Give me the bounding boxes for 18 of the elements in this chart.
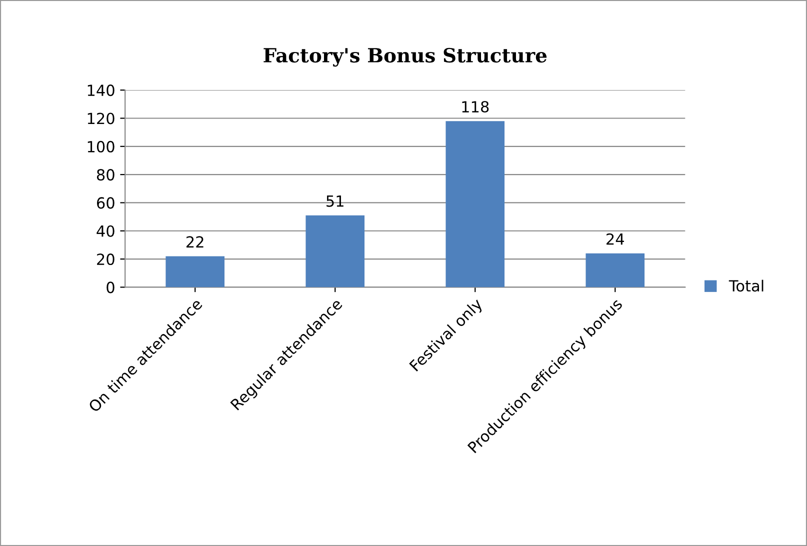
chart-title: Factory's Bonus Structure (264, 48, 547, 67)
y-tick-label: 100 (88, 140, 114, 152)
y-tick-label: 20 (97, 254, 114, 266)
legend-label: Total (728, 280, 764, 292)
bar (586, 253, 645, 288)
y-tick-label: 0 (106, 282, 114, 294)
data-label: 22 (186, 236, 204, 248)
y-tick-label: 60 (96, 197, 114, 209)
bar (166, 256, 224, 288)
y-tick-label: 80 (96, 169, 114, 181)
bar (306, 215, 365, 288)
y-tick-label: 140 (88, 84, 114, 96)
data-label: 51 (326, 196, 344, 207)
y-tick-label: 120 (88, 112, 114, 124)
y-tick-label: 40 (96, 225, 114, 237)
bar (446, 121, 505, 288)
data-label: 24 (606, 233, 624, 245)
data-label: 118 (462, 100, 489, 113)
